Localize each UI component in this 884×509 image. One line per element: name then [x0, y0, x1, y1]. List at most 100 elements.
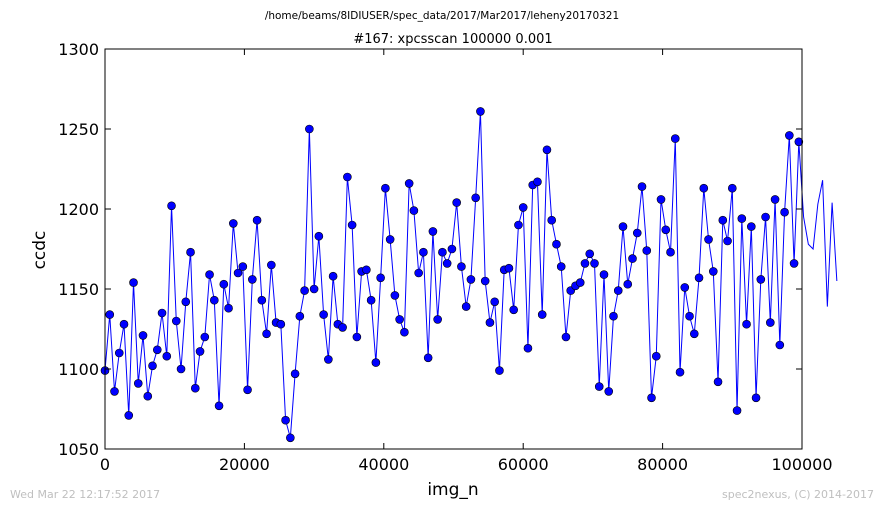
data-point: [466, 275, 476, 284]
data-point: [248, 275, 257, 284]
data-point: [219, 279, 229, 289]
data-point: [547, 215, 557, 225]
data-point: [324, 355, 333, 364]
data-point: [286, 433, 295, 443]
data-point: [395, 315, 404, 324]
y-tick-label: 1250: [58, 120, 99, 139]
data-point: [171, 316, 181, 326]
data-point: [575, 278, 585, 287]
footer-credit: spec2nexus, (C) 2014-2017: [722, 488, 874, 501]
data-point: [352, 332, 362, 342]
data-point: [305, 124, 314, 134]
data-point: [409, 206, 419, 215]
data-point: [628, 254, 637, 263]
data-point: [775, 340, 785, 350]
data-point: [229, 219, 238, 228]
data-point: [314, 231, 324, 241]
x-tick-label: 20000: [219, 455, 270, 474]
data-point: [414, 268, 423, 278]
y-tick-label: 1150: [58, 280, 99, 299]
x-tick-label: 100000: [771, 455, 832, 474]
data-point: [143, 391, 153, 401]
data-point: [727, 183, 737, 193]
y-tick-label: 1200: [58, 200, 99, 219]
chart-title: #167: xpcsscan 100000 0.001: [353, 32, 552, 47]
data-point: [262, 329, 271, 339]
data-point: [404, 179, 414, 188]
data-point: [518, 203, 528, 212]
data-point: [794, 137, 804, 147]
data-point: [224, 303, 233, 313]
data-point: [362, 265, 371, 275]
data-point: [300, 286, 309, 295]
plot-frame: [104, 48, 803, 450]
data-point: [490, 297, 499, 307]
data-point: [647, 393, 656, 403]
data-point: [309, 284, 319, 294]
data-point: [533, 177, 542, 187]
data-point: [585, 249, 595, 259]
data-point: [666, 247, 675, 257]
data-point: [433, 315, 442, 324]
data-point: [514, 220, 523, 230]
data-point: [371, 358, 381, 367]
data-point: [785, 131, 794, 140]
data-point: [238, 262, 248, 271]
data-point: [366, 295, 376, 305]
data-point: [642, 246, 652, 255]
data-point: [742, 319, 751, 329]
data-point: [114, 348, 124, 358]
data-point: [347, 220, 357, 230]
data-point: [295, 311, 305, 321]
data-point: [680, 283, 690, 292]
data-point: [613, 286, 623, 295]
data-point: [789, 259, 799, 268]
data-point: [200, 332, 210, 342]
data-point: [400, 327, 409, 337]
x-tick-label: 80000: [637, 455, 688, 474]
x-tick-label: 0: [100, 455, 110, 474]
axes: 0 20000 40000 60000 80000 100000 1050 1100 1150 1…: [58, 40, 832, 474]
data-point: [732, 406, 742, 415]
y-tick-label: 1100: [58, 360, 99, 379]
data-point: [604, 387, 614, 396]
data-point: [623, 279, 633, 289]
data-point: [708, 267, 718, 276]
data-point: [133, 379, 143, 388]
data-point: [737, 214, 747, 223]
data-point: [276, 319, 286, 329]
data-point: [761, 212, 770, 222]
data-point: [452, 198, 461, 207]
data-point: [419, 247, 428, 257]
series-ccdc: [100, 107, 838, 443]
data-point: [713, 377, 723, 387]
data-point: [770, 195, 780, 204]
data-point: [556, 262, 566, 271]
data-point: [167, 201, 176, 211]
data-point: [190, 383, 200, 393]
data-point: [537, 310, 547, 319]
data-point: [747, 222, 756, 231]
chart-suptitle: /home/beams/8IDIUSER/spec_data/2017/Mar2…: [265, 10, 619, 22]
data-point: [457, 262, 466, 271]
data-point: [480, 276, 490, 286]
data-point: [162, 351, 172, 361]
data-point: [509, 305, 519, 315]
data-point: [343, 172, 352, 182]
data-point: [766, 318, 775, 327]
data-point: [205, 270, 214, 279]
footer-timestamp: Wed Mar 22 12:17:52 2017: [10, 488, 160, 501]
data-point: [756, 275, 766, 284]
data-point: [552, 239, 561, 249]
data-point: [210, 295, 219, 305]
data-point: [599, 270, 609, 279]
data-point: [447, 244, 457, 254]
data-point: [495, 366, 504, 375]
data-point: [609, 311, 618, 321]
data-point: [186, 247, 195, 257]
data-point: [257, 295, 267, 305]
data-point: [381, 183, 390, 193]
x-axis-label: img_n: [427, 480, 478, 500]
data-point: [233, 268, 243, 278]
